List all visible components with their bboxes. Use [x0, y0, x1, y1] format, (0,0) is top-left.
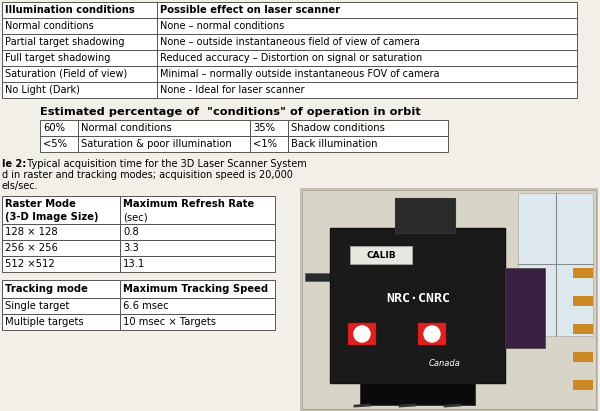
Text: Full target shadowing: Full target shadowing [5, 53, 110, 63]
Bar [360, 383, 475, 405]
Text: 256 × 256: 256 × 256 [5, 243, 58, 253]
Bar [2, 280, 120, 298]
Bar [2, 50, 157, 66]
Text: (3-D Image Size): (3-D Image Size) [5, 212, 98, 222]
Bar [78, 120, 250, 136]
Text: Saturation & poor illumination: Saturation & poor illumination [81, 139, 232, 149]
Bar [157, 82, 577, 98]
Bar [120, 298, 275, 314]
Bar [157, 50, 577, 66]
Text: CALIB: CALIB [366, 250, 396, 259]
Bar [302, 190, 596, 409]
Bar [2, 2, 157, 18]
Circle shape [354, 326, 370, 342]
Text: NRC·CNRC: NRC·CNRC [386, 291, 450, 305]
Bar [288, 136, 448, 152]
Text: Minimal – normally outside instantaneous FOV of camera: Minimal – normally outside instantaneous… [160, 69, 439, 79]
Bar [157, 66, 577, 82]
Text: 128 × 128: 128 × 128 [5, 227, 58, 237]
Bar [330, 228, 505, 383]
Text: 512 ×512: 512 ×512 [5, 259, 55, 269]
Polygon shape [573, 380, 593, 390]
Text: Illumination conditions: Illumination conditions [5, 5, 135, 15]
Text: Maximum Refresh Rate: Maximum Refresh Rate [123, 199, 254, 209]
Text: Saturation (Field of view): Saturation (Field of view) [5, 69, 127, 79]
Text: 13.1: 13.1 [123, 259, 145, 269]
Bar [418, 323, 446, 345]
Text: <1%: <1% [253, 139, 277, 149]
Text: Partial target shadowing: Partial target shadowing [5, 37, 125, 47]
Bar [120, 280, 275, 298]
Bar [505, 268, 545, 348]
Text: Normal conditions: Normal conditions [81, 123, 172, 133]
Bar [250, 120, 288, 136]
Bar [2, 314, 120, 330]
Bar [2, 18, 157, 34]
Text: Maximum Tracking Speed: Maximum Tracking Speed [123, 284, 268, 294]
Text: Back illumination: Back illumination [291, 139, 377, 149]
Text: Shadow conditions: Shadow conditions [291, 123, 385, 133]
Bar [40, 136, 78, 152]
Text: 60%: 60% [43, 123, 65, 133]
Text: None – outside instantaneous field of view of camera: None – outside instantaneous field of vi… [160, 37, 420, 47]
Text: None – normal conditions: None – normal conditions [160, 21, 284, 31]
Text: Estimated percentage of  "conditions" of operation in orbit: Estimated percentage of "conditions" of … [40, 107, 421, 117]
Text: 35%: 35% [253, 123, 275, 133]
Text: Normal conditions: Normal conditions [5, 21, 94, 31]
Bar [518, 193, 593, 336]
Text: Canada: Canada [429, 358, 461, 367]
Text: Multiple targets: Multiple targets [5, 317, 83, 327]
Polygon shape [573, 324, 593, 334]
Circle shape [424, 326, 440, 342]
Text: Possible effect on laser scanner: Possible effect on laser scanner [160, 5, 340, 15]
Text: els/sec.: els/sec. [2, 181, 38, 191]
Bar [120, 256, 275, 272]
Text: Tracking mode: Tracking mode [5, 284, 88, 294]
Text: Reduced accuracy – Distortion on signal or saturation: Reduced accuracy – Distortion on signal … [160, 53, 422, 63]
Bar [120, 314, 275, 330]
Text: No Light (Dark): No Light (Dark) [5, 85, 80, 95]
Bar [395, 198, 455, 233]
Bar [2, 256, 120, 272]
Bar [300, 188, 598, 411]
Bar [305, 273, 333, 281]
Text: Single target: Single target [5, 301, 70, 311]
Bar [120, 196, 275, 224]
Text: None - Ideal for laser scanner: None - Ideal for laser scanner [160, 85, 305, 95]
Bar [348, 323, 376, 345]
Text: le 2:: le 2: [2, 159, 26, 169]
Text: <5%: <5% [43, 139, 67, 149]
Bar [2, 240, 120, 256]
Text: 10 msec × Targets: 10 msec × Targets [123, 317, 216, 327]
Bar [2, 34, 157, 50]
Bar [157, 2, 577, 18]
Text: 0.8: 0.8 [123, 227, 139, 237]
Text: (sec): (sec) [123, 212, 148, 222]
Bar [40, 120, 78, 136]
Bar [2, 224, 120, 240]
Text: Raster Mode: Raster Mode [5, 199, 76, 209]
Text: d in raster and tracking modes; acquisition speed is 20,000: d in raster and tracking modes; acquisit… [2, 170, 293, 180]
Bar [288, 120, 448, 136]
Text: Typical acquisition time for the 3D Laser Scanner System: Typical acquisition time for the 3D Lase… [24, 159, 307, 169]
Polygon shape [573, 268, 593, 278]
Bar [157, 34, 577, 50]
Text: 3.3: 3.3 [123, 243, 139, 253]
Bar [2, 66, 157, 82]
Bar [120, 240, 275, 256]
Bar [78, 136, 250, 152]
Polygon shape [573, 352, 593, 362]
Bar [350, 246, 412, 264]
Bar [250, 136, 288, 152]
Polygon shape [573, 296, 593, 306]
Bar [157, 18, 577, 34]
Text: 6.6 msec: 6.6 msec [123, 301, 169, 311]
Bar [2, 298, 120, 314]
Bar [120, 224, 275, 240]
Bar [2, 82, 157, 98]
Bar [2, 196, 120, 224]
